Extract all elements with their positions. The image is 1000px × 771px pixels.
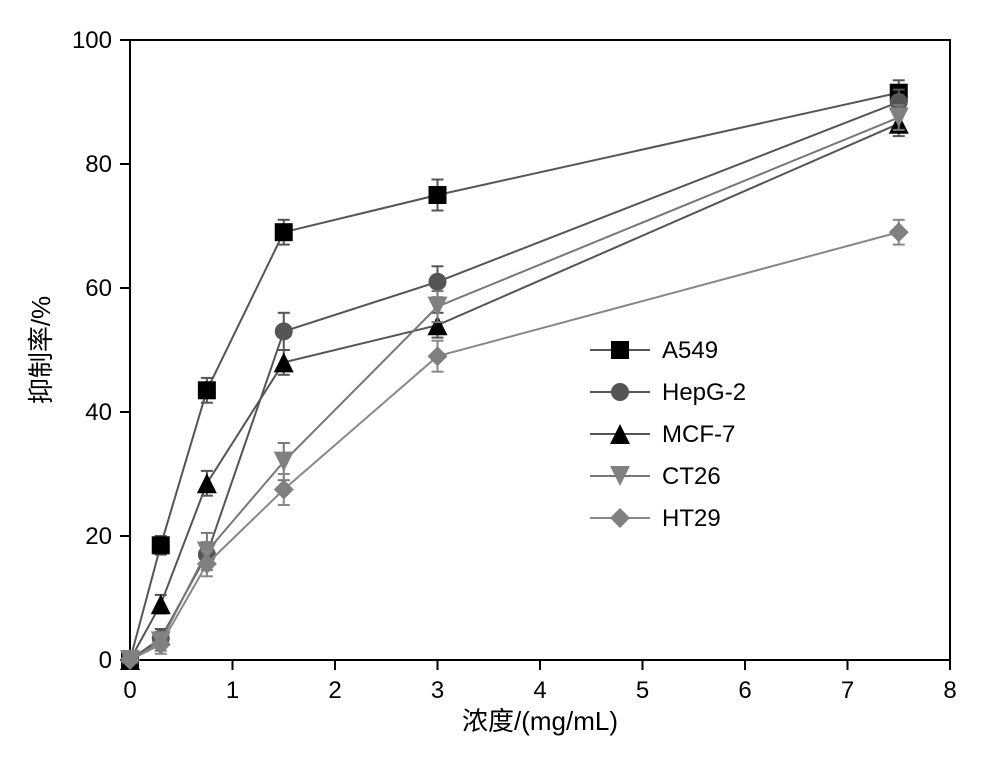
chart-container: 012345678020406080100浓度/(mg/mL)抑制率/%A549… [0,0,1000,771]
legend-label: HT29 [662,505,721,532]
series-A549 [121,80,908,669]
marker-square [429,186,447,204]
marker-triangle-up [151,594,171,614]
x-tick-label: 2 [328,677,341,704]
marker-square [198,381,216,399]
series-line [130,93,899,660]
marker-square [611,341,629,359]
series-HepG-2 [121,90,908,669]
marker-triangle-up [274,352,294,372]
x-tick-label: 5 [636,677,649,704]
marker-circle [429,273,447,291]
series-line [130,102,899,660]
y-tick-label: 0 [99,647,112,674]
series-line [130,124,899,660]
y-tick-label: 20 [85,523,112,550]
legend-label: CT26 [662,463,721,490]
x-tick-label: 0 [123,677,136,704]
x-tick-label: 4 [533,677,546,704]
marker-triangle-down [889,108,909,128]
marker-diamond [610,508,630,528]
y-tick-label: 40 [85,399,112,426]
series-line [130,118,899,661]
legend-label: MCF-7 [662,421,735,448]
series-line [130,232,899,660]
x-tick-label: 1 [226,677,239,704]
y-tick-label: 60 [85,275,112,302]
marker-triangle-up [197,473,217,493]
legend: A549 HepG-2 MCF-7 CT26 HT29 [590,337,746,532]
x-tick-label: 3 [431,677,444,704]
series-MCF-7 [120,111,909,670]
y-tick-label: 80 [85,151,112,178]
marker-circle [275,322,293,340]
y-tick-label: 100 [72,27,112,54]
marker-square [275,223,293,241]
marker-circle [611,383,629,401]
legend-label: HepG-2 [662,379,746,406]
legend-label: A549 [662,337,718,364]
x-tick-label: 7 [841,677,854,704]
y-axis-label: 抑制率/% [26,296,56,404]
series-CT26 [120,105,909,670]
marker-diamond [889,222,909,242]
x-tick-label: 8 [943,677,956,704]
x-tick-label: 6 [738,677,751,704]
marker-square [152,536,170,554]
x-axis-label: 浓度/(mg/mL) [462,706,618,736]
chart-svg: 012345678020406080100浓度/(mg/mL)抑制率/%A549… [0,0,1000,771]
series-HT29 [120,220,909,670]
